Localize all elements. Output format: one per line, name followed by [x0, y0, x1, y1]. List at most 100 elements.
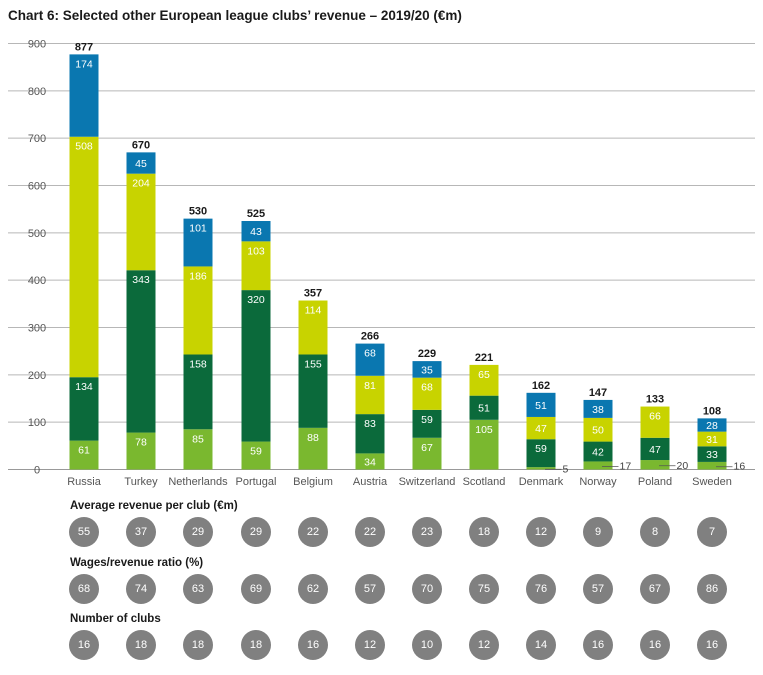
summary-value-circle: 62 — [298, 574, 328, 604]
segment-value-label: 45 — [135, 158, 147, 170]
category-label: Norway — [579, 476, 617, 488]
y-tick-label: 800 — [28, 86, 46, 98]
summary-value-circle: 23 — [412, 517, 442, 547]
category-label: Russia — [67, 476, 102, 488]
bar-segment — [584, 461, 613, 469]
segment-value-label: 34 — [364, 456, 376, 468]
y-tick-label: 200 — [28, 370, 46, 382]
y-tick-label: 600 — [28, 181, 46, 193]
summary-value-circle: 10 — [412, 630, 442, 660]
segment-value-label: 43 — [250, 226, 262, 238]
summary-value-circle: 18 — [126, 630, 156, 660]
bar-total-label: 525 — [247, 208, 265, 220]
segment-value-label: 204 — [132, 178, 150, 190]
segment-value-label: 5 — [563, 463, 569, 475]
bar-segment — [698, 462, 727, 470]
segment-value-label: 65 — [478, 369, 490, 381]
category-label: Sweden — [692, 476, 732, 488]
segment-value-label: 20 — [677, 460, 689, 472]
summary-value-circle: 12 — [526, 517, 556, 547]
segment-value-label: 101 — [189, 223, 207, 235]
y-tick-label: 0 — [34, 465, 40, 477]
category-label: Belgium — [293, 476, 333, 488]
segment-value-label: 50 — [592, 425, 604, 437]
bar-total-label: 162 — [532, 380, 550, 392]
category-label: Austria — [353, 476, 388, 488]
bar-total-label: 133 — [646, 394, 664, 406]
category-label: Netherlands — [168, 476, 228, 488]
summary-row-title: Average revenue per club (€m) — [70, 500, 238, 512]
segment-value-label: 59 — [421, 414, 433, 426]
segment-value-label: 67 — [421, 442, 433, 454]
summary-value-circle: 67 — [640, 574, 670, 604]
bar-total-label: 108 — [703, 405, 721, 417]
summary-value-circle: 68 — [69, 574, 99, 604]
y-tick-label: 300 — [28, 323, 46, 335]
segment-value-label: 33 — [706, 449, 718, 461]
summary-value-circle: 7 — [697, 517, 727, 547]
segment-value-label: 343 — [132, 274, 150, 286]
bar-total-label: 229 — [418, 348, 436, 360]
segment-value-label: 47 — [649, 444, 661, 456]
segment-value-label: 16 — [734, 461, 746, 473]
summary-value-circle: 18 — [241, 630, 271, 660]
category-label: Turkey — [124, 476, 158, 488]
bar-total-label: 357 — [304, 288, 322, 300]
segment-value-label: 68 — [421, 382, 433, 394]
bar-segment — [242, 290, 271, 441]
bars-layer — [70, 54, 727, 469]
summary-value-circle: 57 — [355, 574, 385, 604]
segment-value-label: 42 — [592, 447, 604, 459]
bar-total-label: 530 — [189, 206, 207, 218]
segment-value-label: 28 — [706, 420, 718, 432]
bar-segment — [641, 460, 670, 469]
segment-value-label: 320 — [247, 294, 265, 306]
segment-value-label: 103 — [247, 245, 265, 257]
segment-value-label: 78 — [135, 437, 147, 449]
summary-value-circle: 12 — [469, 630, 499, 660]
y-tick-label: 500 — [28, 228, 46, 240]
segment-value-label: 174 — [75, 58, 93, 70]
summary-value-circle: 86 — [697, 574, 727, 604]
segment-value-label: 158 — [189, 358, 207, 370]
bar-segment — [127, 270, 156, 432]
segment-value-label: 17 — [620, 460, 632, 472]
segment-value-label: 47 — [535, 423, 547, 435]
summary-value-circle: 22 — [355, 517, 385, 547]
summary-row-title: Wages/revenue ratio (%) — [70, 557, 203, 569]
summary-value-circle: 70 — [412, 574, 442, 604]
segment-value-label: 81 — [364, 380, 376, 392]
summary-value-circle: 29 — [241, 517, 271, 547]
summary-value-circle: 63 — [183, 574, 213, 604]
y-tick-label: 400 — [28, 275, 46, 287]
summary-value-circle: 14 — [526, 630, 556, 660]
segment-value-label: 38 — [592, 404, 604, 416]
category-label: Portugal — [236, 476, 277, 488]
summary-value-circle: 74 — [126, 574, 156, 604]
summary-value-circle: 18 — [469, 517, 499, 547]
segment-value-label: 114 — [305, 305, 322, 317]
segment-value-label: 61 — [78, 445, 90, 457]
segment-value-label: 51 — [478, 403, 490, 415]
category-label: Denmark — [519, 476, 564, 488]
segment-value-label: 59 — [535, 443, 547, 455]
segment-value-label: 88 — [307, 432, 319, 444]
summary-value-circle: 76 — [526, 574, 556, 604]
summary-value-circle: 29 — [183, 517, 213, 547]
segment-value-label: 186 — [189, 270, 207, 282]
summary-value-circle: 37 — [126, 517, 156, 547]
segment-value-label: 134 — [75, 381, 93, 393]
segment-value-label: 59 — [250, 446, 262, 458]
summary-row-title: Number of clubs — [70, 613, 161, 625]
segment-value-label: 83 — [364, 418, 376, 430]
segment-value-label: 31 — [706, 434, 718, 446]
segment-value-label: 155 — [304, 358, 322, 370]
bar-total-label: 670 — [132, 139, 150, 151]
summary-value-circle: 8 — [640, 517, 670, 547]
category-label: Switzerland — [399, 476, 456, 488]
y-tick-label: 700 — [28, 133, 46, 145]
summary-value-circle: 57 — [583, 574, 613, 604]
summary-value-circle: 69 — [241, 574, 271, 604]
summary-value-circle: 18 — [183, 630, 213, 660]
bar-total-label: 147 — [589, 387, 607, 399]
